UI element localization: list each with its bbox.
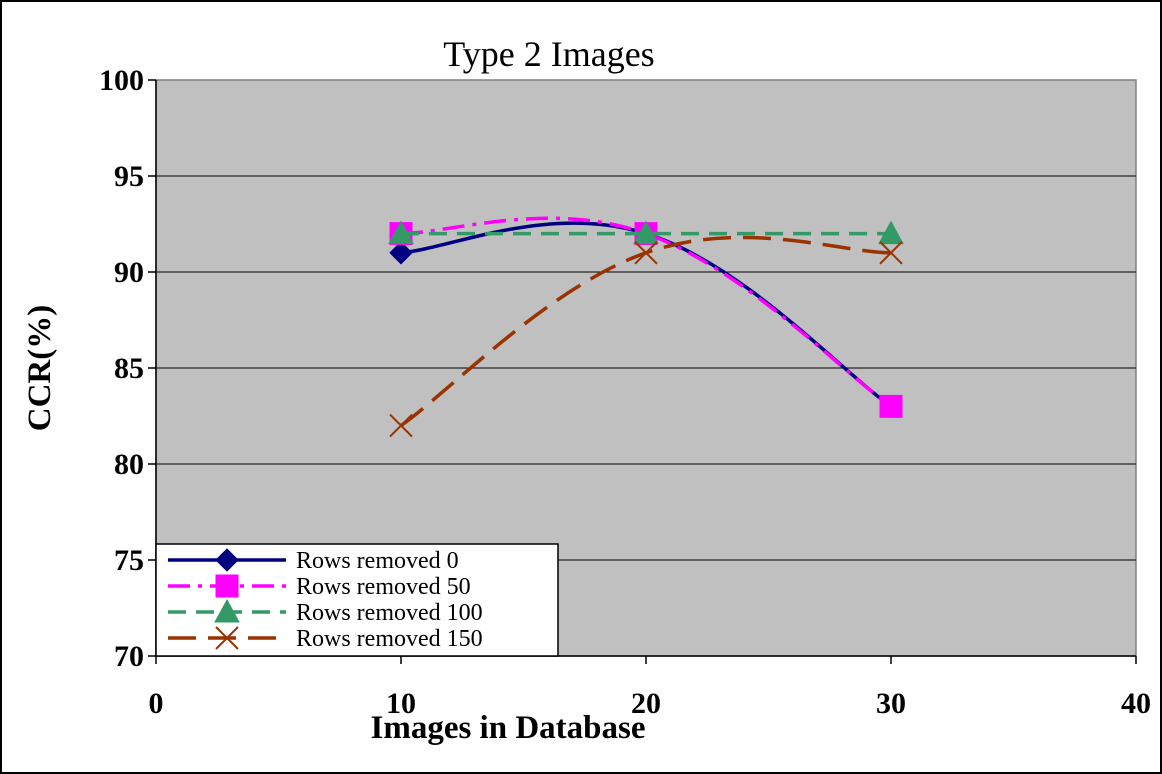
- x-tick-label: 20: [631, 687, 661, 720]
- series-layer: [388, 216, 904, 438]
- legend-marker: [215, 626, 239, 650]
- data-point: [879, 241, 903, 265]
- axes: 70 75 80 85 90 95 100 0 10 20 30 40: [99, 64, 1151, 720]
- series-line: [400, 216, 893, 408]
- legend-label: Rows removed 150: [296, 626, 483, 652]
- y-tick-label: 100: [99, 64, 144, 97]
- data-point: [389, 413, 413, 438]
- legend-label: Rows removed 0: [296, 548, 459, 574]
- x-tick-label: 0: [149, 687, 164, 720]
- chart-title: Type 2 Images: [443, 34, 654, 74]
- legend-label: Rows removed 100: [296, 600, 483, 626]
- data-point: [389, 241, 413, 265]
- series-2: [388, 220, 904, 245]
- y-tick-label: 70: [114, 640, 144, 673]
- legend-item: Rows removed 150: [168, 626, 483, 652]
- data-point: [634, 241, 658, 265]
- legend-item: Rows removed 0: [168, 548, 459, 574]
- legend-label: Rows removed 50: [296, 574, 471, 600]
- series-3: [389, 235, 903, 438]
- data-point: [633, 220, 659, 245]
- data-point: [879, 394, 903, 418]
- x-tick-label: 30: [876, 687, 906, 720]
- legend-item: Rows removed 100: [168, 598, 483, 626]
- legend-marker: [215, 574, 239, 598]
- data-point: [878, 220, 904, 245]
- y-tick-label: 95: [114, 160, 144, 193]
- y-tick-label: 90: [114, 256, 144, 289]
- x-axis-label: Images in Database: [370, 710, 645, 746]
- legend-item: Rows removed 50: [168, 574, 471, 600]
- x-tick-label: 40: [1121, 687, 1151, 720]
- y-tick-label: 80: [114, 448, 144, 481]
- data-point: [388, 220, 414, 245]
- y-tick-label: 85: [114, 352, 144, 385]
- legend-marker: [214, 598, 240, 623]
- y-axis-label: CCR(%): [22, 305, 58, 431]
- y-tick-label: 75: [114, 544, 144, 577]
- legend-marker: [215, 548, 239, 572]
- x-tick-label: 10: [386, 687, 416, 720]
